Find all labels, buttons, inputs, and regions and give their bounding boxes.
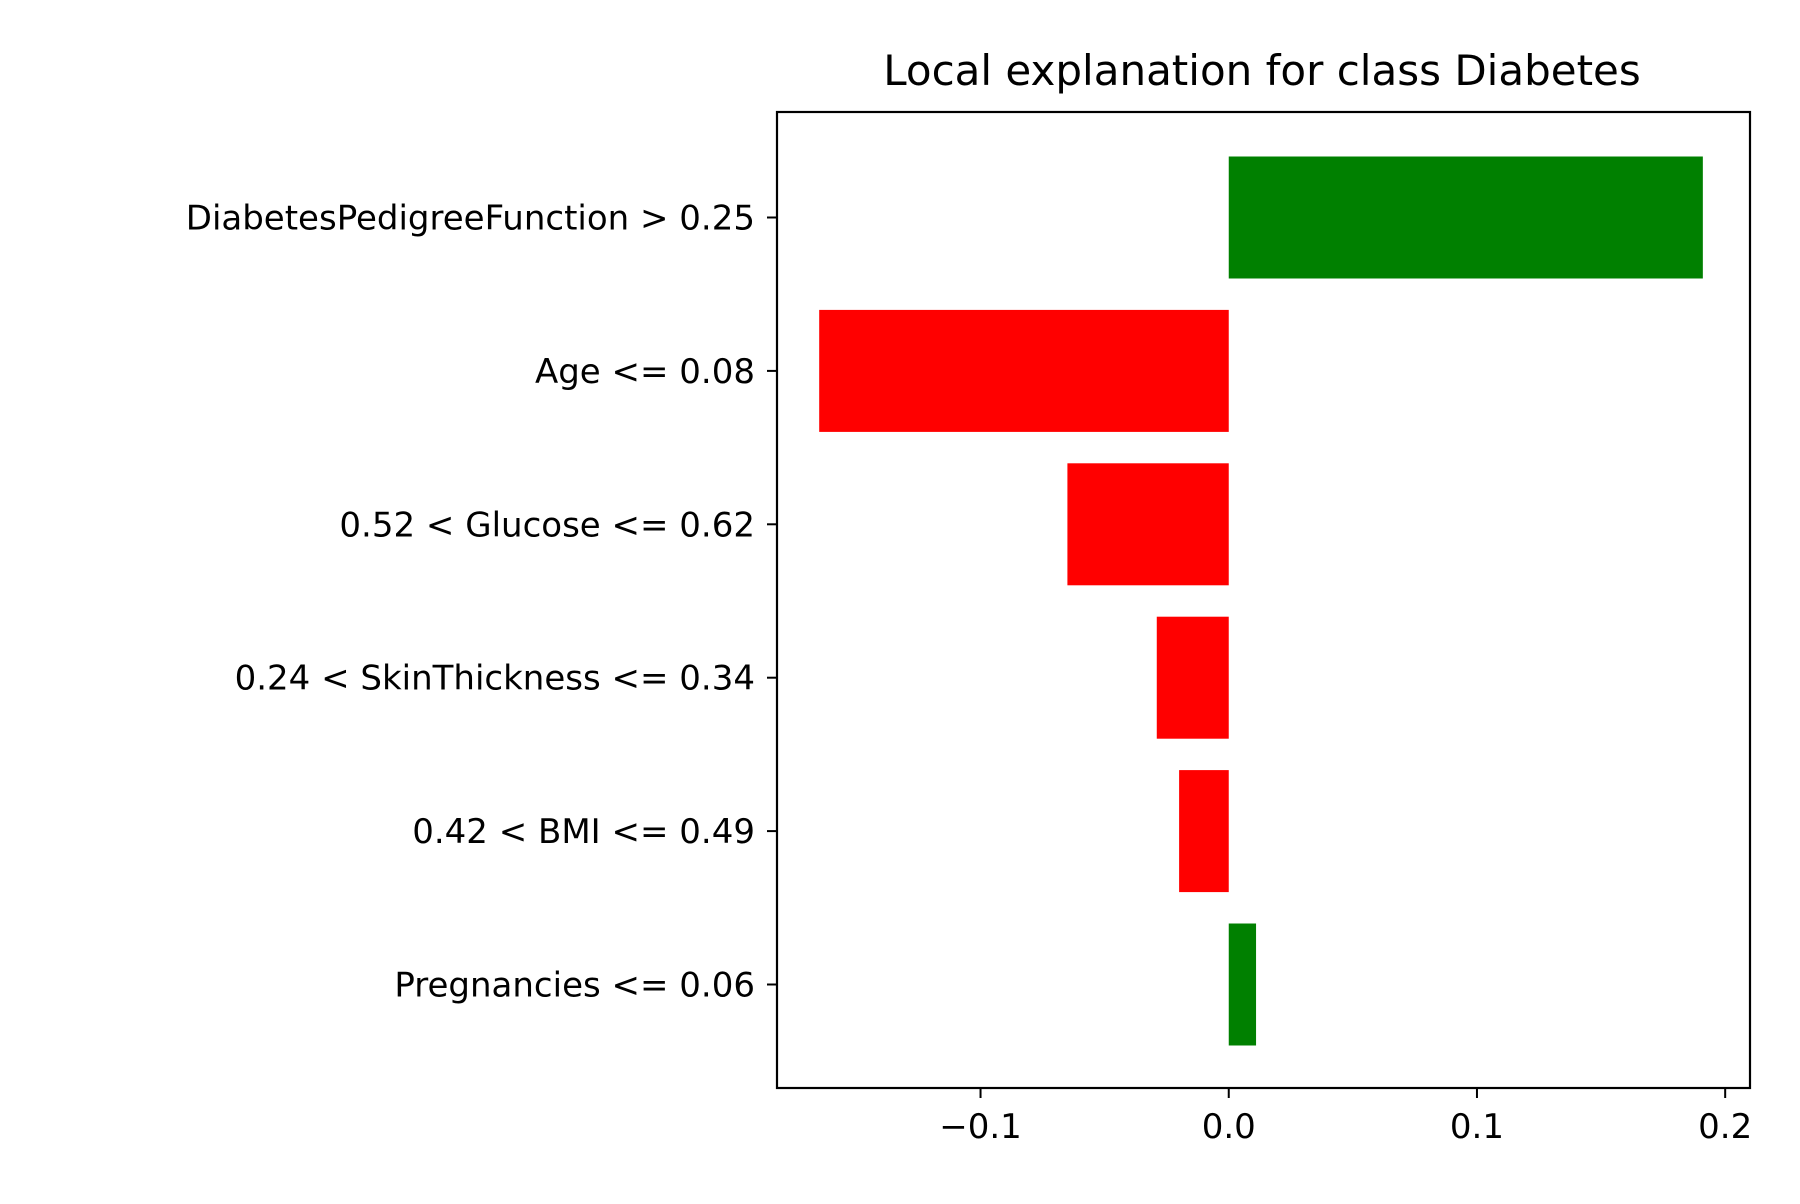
bar: [1228, 156, 1703, 279]
bar: [1067, 463, 1229, 586]
bars-layer: [819, 156, 1703, 1046]
y-tick-label: 0.52 < Glucose <= 0.62: [339, 505, 755, 545]
x-tick-label: −0.1: [939, 1107, 1022, 1147]
x-tick-label: 0.1: [1450, 1107, 1504, 1147]
bar: [1228, 923, 1257, 1046]
y-axis: DiabetesPedigreeFunction > 0.25 Age <= 0.…: [186, 199, 777, 1006]
y-tick-label: Pregnancies <= 0.06: [394, 966, 755, 1006]
x-tick-label: 0.2: [1698, 1107, 1752, 1147]
y-tick-label: DiabetesPedigreeFunction > 0.25: [186, 199, 755, 239]
bar: [1179, 770, 1229, 893]
plot-frame: [775, 110, 1752, 1090]
y-tick-label: 0.24 < SkinThickness <= 0.34: [235, 659, 755, 699]
x-tick-label: 0.0: [1202, 1107, 1256, 1147]
y-tick-label: Age <= 0.08: [535, 352, 755, 392]
chart-title: Local explanation for class Diabetes: [883, 46, 1641, 95]
y-tick-label: 0.42 < BMI <= 0.49: [412, 812, 755, 852]
bar: [1156, 616, 1229, 739]
bar: [819, 309, 1229, 432]
x-axis: −0.1 0.0 0.1 0.2: [939, 1088, 1752, 1147]
